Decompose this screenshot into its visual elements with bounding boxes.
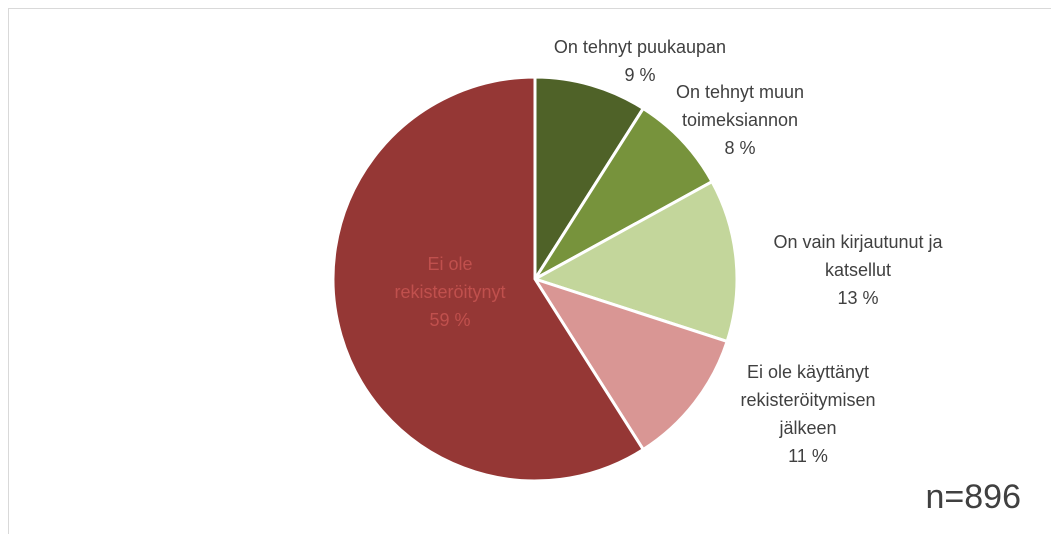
category-label: Ei ole käyttänyt rekisteröitymisen jälke… bbox=[740, 362, 876, 438]
annotation: n=896 bbox=[925, 478, 1022, 516]
value-label: 11 % bbox=[788, 446, 828, 466]
pie-slice bbox=[533, 106, 715, 281]
slice-label: Ei ole rekisteröitynyt 59 % bbox=[380, 250, 520, 334]
slice-label: On tehnyt muun toimeksiannon 8 % bbox=[655, 78, 825, 162]
value-label: 13 % bbox=[837, 288, 879, 308]
category-label: On tehnyt puukaupan bbox=[553, 37, 727, 57]
category-label: On vain kirjautunut ja katsellut bbox=[773, 232, 943, 280]
value-label: 9 % bbox=[624, 65, 656, 85]
pie-slice bbox=[533, 75, 646, 285]
pie-slice bbox=[331, 75, 646, 483]
frame bbox=[8, 8, 1051, 534]
slice-label: On vain kirjautunut ja katsellut 13 % bbox=[738, 228, 978, 312]
value-label: 59 % bbox=[429, 310, 471, 330]
pie-slice bbox=[531, 179, 739, 344]
category-label: Ei ole rekisteröitynyt bbox=[394, 254, 506, 302]
value-label: 8 % bbox=[724, 138, 756, 158]
slice-label: Ei ole käyttänyt rekisteröitymisen jälke… bbox=[718, 358, 898, 470]
pie-slice bbox=[531, 276, 730, 452]
category-label: On tehnyt muun toimeksiannon bbox=[675, 82, 805, 130]
slice-label: On tehnyt puukaupan 9 % bbox=[500, 33, 780, 89]
